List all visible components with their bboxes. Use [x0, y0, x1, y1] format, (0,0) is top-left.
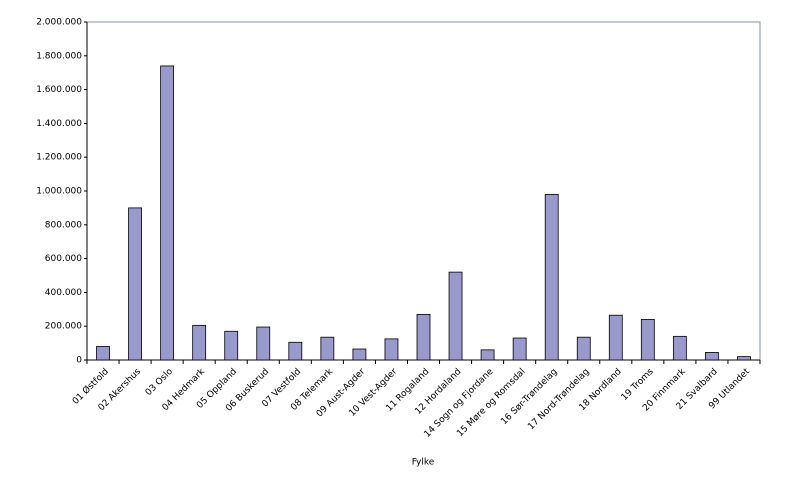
- y-tick-label: 1.800.000: [36, 51, 82, 61]
- bar: [224, 330, 239, 361]
- bar: [192, 324, 207, 361]
- y-tick-label: 1.400.000: [36, 119, 82, 129]
- y-tick-label: 0: [76, 356, 82, 366]
- bar: [160, 65, 175, 361]
- y-tick-label: 800.000: [45, 220, 82, 230]
- x-tick-label: 16 Sør-Trøndelag: [499, 367, 559, 427]
- bar: [384, 338, 399, 361]
- plot-frame: [86, 21, 761, 361]
- bar: [320, 336, 335, 361]
- y-tick-label: 1.600.000: [36, 85, 82, 95]
- x-tick-label: 17 Nord-Trøndelag: [526, 367, 591, 432]
- bar: [737, 356, 751, 361]
- bar: [416, 313, 431, 361]
- bar: [448, 271, 463, 361]
- x-axis-label: Fylke: [412, 458, 435, 468]
- bar: [544, 193, 559, 361]
- bar: [608, 314, 623, 361]
- y-tick-label: 600.000: [45, 254, 82, 264]
- bar: [288, 341, 303, 361]
- y-tick-label: 1.200.000: [36, 153, 82, 163]
- bar: [512, 337, 527, 361]
- bar: [576, 336, 591, 361]
- bar: [256, 326, 271, 361]
- y-tick-label: 1.000.000: [36, 187, 82, 197]
- y-tick-label: 400.000: [45, 288, 82, 298]
- y-tick-label: 2.000.000: [36, 18, 82, 28]
- bar: [128, 207, 142, 361]
- bar: [96, 346, 110, 361]
- bar: [352, 348, 367, 361]
- x-tick-label: 03 Oslo: [144, 366, 176, 398]
- bar: [480, 349, 495, 361]
- bar: [705, 351, 719, 361]
- bar: [640, 319, 655, 361]
- y-tick-label: 200.000: [45, 322, 82, 332]
- bar: [672, 335, 687, 361]
